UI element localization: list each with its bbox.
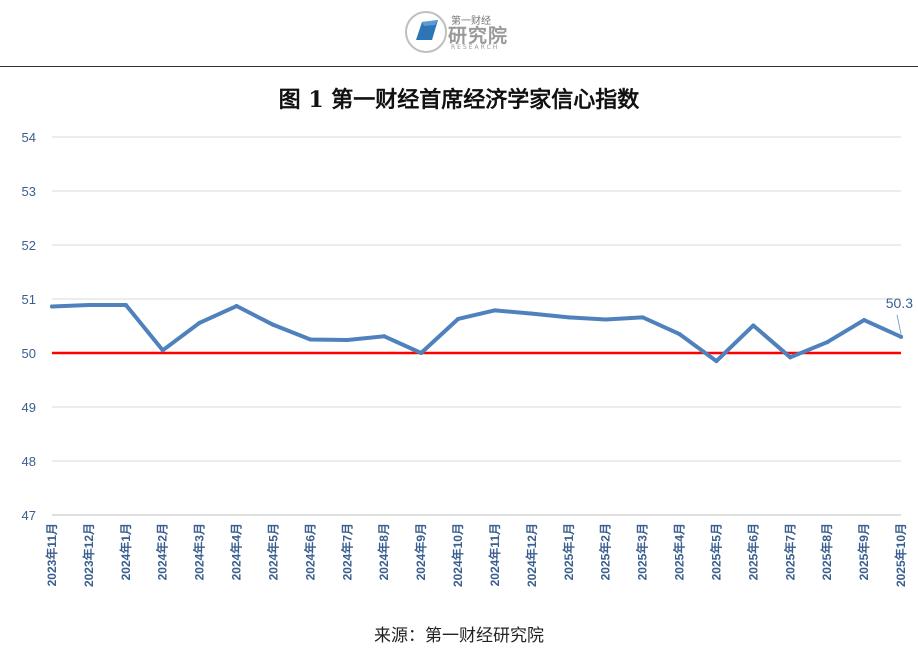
logo-emblem-icon bbox=[405, 11, 447, 53]
x-tick-label: 2024年12月 bbox=[524, 523, 539, 587]
y-tick-label: 50 bbox=[22, 346, 36, 361]
data-point bbox=[123, 302, 128, 307]
x-tick-label: 2024年6月 bbox=[302, 523, 317, 580]
chart-title: 图 1 第一财经首席经济学家信心指数 bbox=[278, 87, 640, 113]
data-label: 50.3 bbox=[886, 295, 913, 311]
y-tick-label: 48 bbox=[22, 454, 36, 469]
data-point bbox=[603, 317, 608, 322]
data-point bbox=[456, 316, 461, 321]
x-tick-label: 2025年6月 bbox=[745, 523, 760, 580]
data-point bbox=[677, 332, 682, 337]
x-tick-label: 2024年7月 bbox=[339, 523, 354, 580]
x-tick-label: 2024年3月 bbox=[192, 523, 207, 580]
data-point bbox=[751, 323, 756, 328]
y-tick-label: 52 bbox=[22, 238, 36, 253]
x-tick-label: 2024年8月 bbox=[376, 523, 391, 580]
x-tick-label: 2024年1月 bbox=[118, 523, 133, 580]
x-tick-label: 2025年8月 bbox=[819, 523, 834, 580]
data-point bbox=[566, 315, 571, 320]
data-point bbox=[529, 311, 534, 316]
x-tick-label: 2025年7月 bbox=[782, 523, 797, 580]
data-point bbox=[86, 302, 91, 307]
y-tick-label: 47 bbox=[22, 508, 36, 523]
data-point bbox=[714, 359, 719, 364]
data-point bbox=[492, 308, 497, 313]
x-tick-label: 2024年5月 bbox=[265, 523, 280, 580]
data-point bbox=[899, 334, 903, 339]
series-line bbox=[50, 302, 903, 364]
data-point bbox=[382, 334, 387, 339]
logo-text-main: 研究院 bbox=[448, 25, 509, 47]
data-point bbox=[788, 355, 793, 360]
y-tick-label: 54 bbox=[22, 130, 36, 145]
data-point bbox=[197, 320, 202, 325]
header-divider bbox=[0, 66, 918, 67]
x-tick-label: 2023年11月 bbox=[44, 523, 59, 586]
x-tick-label: 2025年10月 bbox=[893, 523, 908, 587]
data-point bbox=[640, 315, 645, 320]
research-institute-logo: 第一财经 研究院 RESEARCH bbox=[404, 6, 514, 56]
data-point bbox=[345, 338, 350, 343]
data-point bbox=[50, 304, 54, 309]
x-tick-label: 2025年1月 bbox=[561, 523, 576, 580]
data-point bbox=[308, 337, 313, 342]
logo-text-sub: RESEARCH bbox=[451, 44, 500, 51]
x-tick-label: 2024年2月 bbox=[155, 523, 170, 580]
data-point bbox=[234, 304, 239, 309]
data-point bbox=[419, 351, 424, 355]
x-tick-label: 2025年5月 bbox=[708, 523, 723, 580]
data-point bbox=[862, 318, 867, 323]
x-tick-label: 2025年2月 bbox=[598, 523, 613, 580]
x-tick-label: 2024年10月 bbox=[450, 523, 465, 587]
x-tick-label: 2025年9月 bbox=[856, 523, 871, 580]
data-point bbox=[160, 348, 165, 353]
x-tick-label: 2025年3月 bbox=[635, 523, 650, 580]
x-tick-label: 2024年9月 bbox=[413, 523, 428, 580]
y-tick-label: 49 bbox=[22, 400, 36, 415]
data-point bbox=[271, 322, 276, 327]
annotation-leader bbox=[896, 314, 902, 334]
line-chart: 47 48 49 50 51 52 53 54 2023年11月 2023年12月 2024年1月 2… bbox=[22, 130, 914, 587]
source-note: 来源：第一财经研究院 bbox=[374, 626, 544, 646]
y-tick-label: 51 bbox=[22, 292, 36, 307]
x-tick-label: 2025年4月 bbox=[672, 523, 687, 580]
x-tick-label: 2023年12月 bbox=[81, 523, 96, 587]
logo-text-top: 第一财经 bbox=[451, 16, 491, 27]
y-tick-label: 53 bbox=[22, 184, 36, 199]
x-tick-label: 2024年11月 bbox=[487, 523, 502, 586]
data-point bbox=[825, 340, 830, 345]
x-tick-label: 2024年4月 bbox=[229, 523, 244, 580]
